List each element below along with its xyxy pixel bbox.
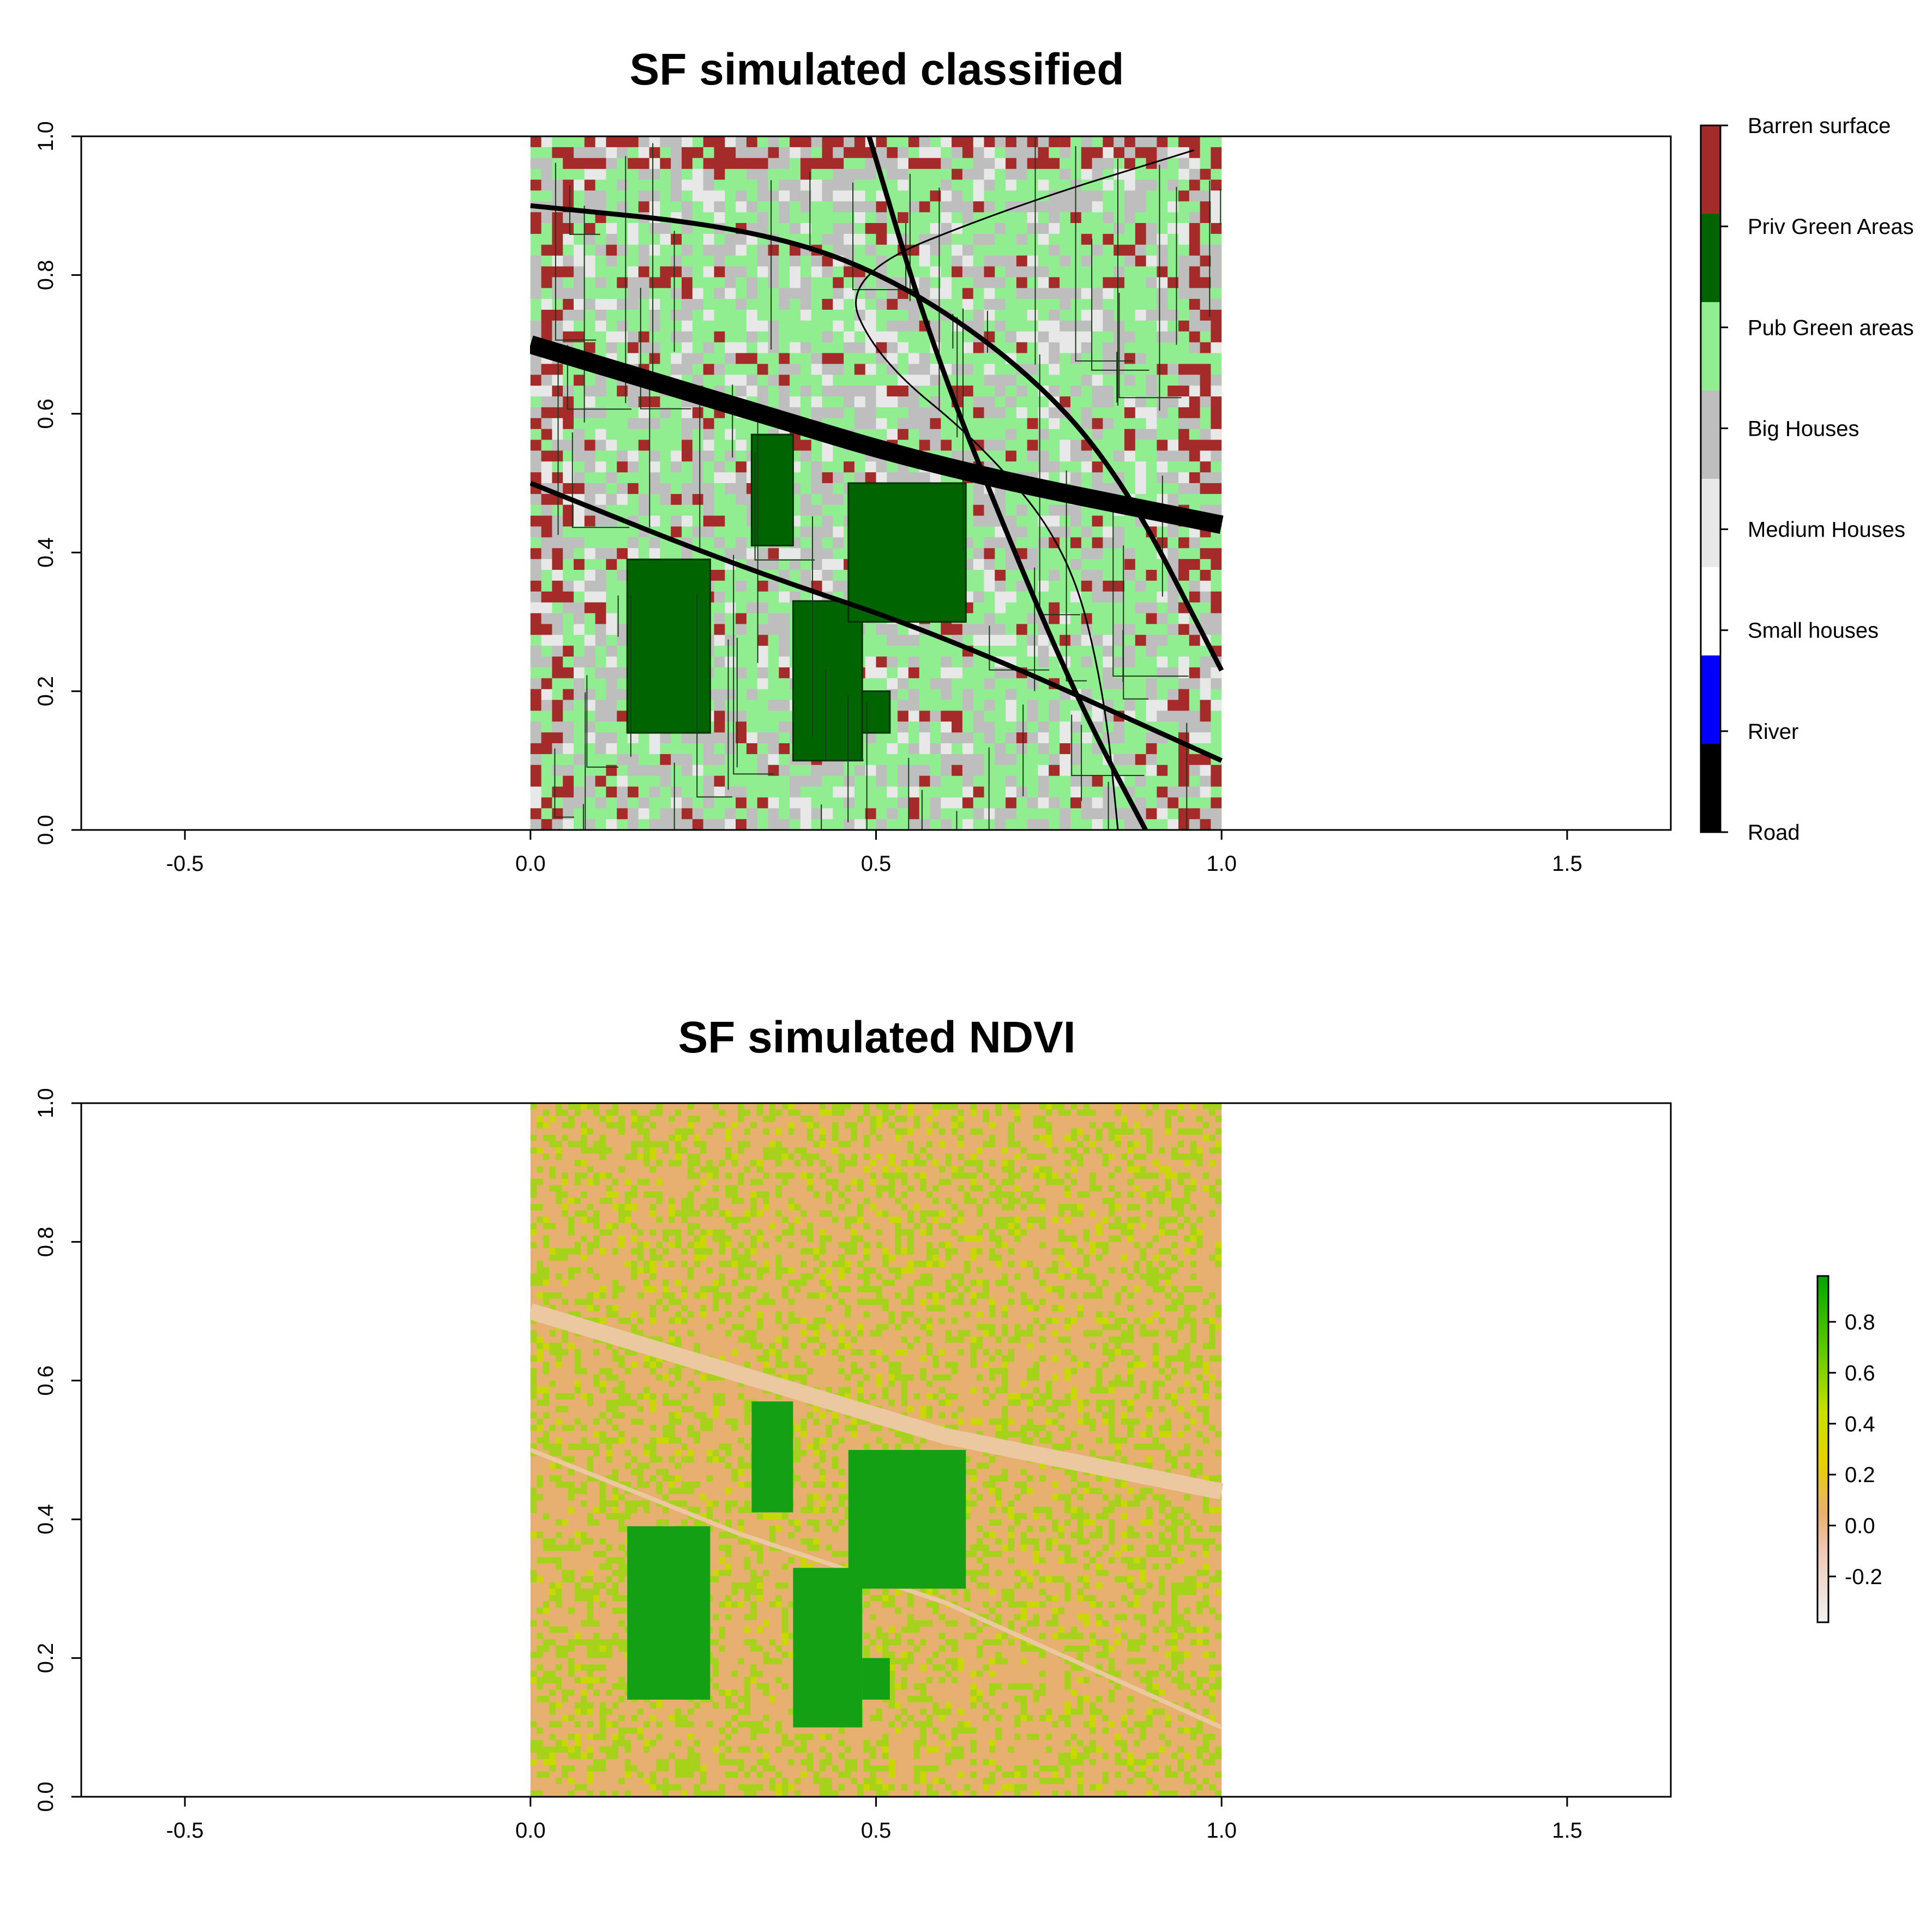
legend-frame bbox=[1700, 124, 1722, 833]
colorbar-tick-label: 0.8 bbox=[1845, 1310, 1875, 1334]
y-tick-label: 0.8 bbox=[34, 260, 58, 291]
ndvi-dense-vegetation-block bbox=[862, 1658, 890, 1700]
colorbar-tick-label: 0.4 bbox=[1845, 1412, 1875, 1436]
y-tick-label: 0.0 bbox=[34, 815, 58, 845]
legend-swatch bbox=[1701, 214, 1720, 302]
ndvi-x-axis: -0.5 0.0 0.5 1.0 1.5 bbox=[166, 1797, 1582, 1843]
ndvi-sparse-cells bbox=[530, 1103, 1222, 1797]
x-tick-label: 0.5 bbox=[861, 852, 892, 876]
road-line bbox=[866, 136, 1148, 830]
ndvi-road-band bbox=[530, 1303, 1224, 1500]
y-tick-label: 0.4 bbox=[34, 537, 58, 568]
legend-label: Road bbox=[1748, 821, 1800, 845]
classified-road-lines bbox=[530, 136, 1224, 830]
x-tick-label: 0.5 bbox=[861, 1819, 892, 1843]
legend-swatch bbox=[1701, 390, 1720, 479]
x-tick-label: 1.0 bbox=[1206, 1819, 1237, 1843]
private-green-block bbox=[750, 434, 794, 546]
y-tick-label: 0.2 bbox=[34, 676, 58, 707]
ndvi-panel: SF simulated NDVI -0.5 0.0 0.5 1.0 1.5 0.00.… bbox=[34, 1013, 1882, 1843]
classified-y-axis: 0.0 0.2 0.4 0.6 0.8 1.0 bbox=[34, 121, 81, 845]
road-line bbox=[855, 149, 1194, 830]
legend-swatch bbox=[1701, 567, 1720, 655]
y-tick-label: 1.0 bbox=[34, 1088, 58, 1118]
x-tick-label: -0.5 bbox=[166, 1819, 204, 1843]
ndvi-title: SF simulated NDVI bbox=[678, 1013, 1075, 1062]
classified-title: SF simulated classified bbox=[630, 45, 1124, 94]
colorbar-gradient bbox=[1816, 1275, 1829, 1623]
ndvi-dense-vegetation-block bbox=[627, 1526, 711, 1700]
y-tick-label: 0.2 bbox=[34, 1643, 58, 1674]
ndvi-dense-vegetation-block bbox=[848, 1450, 966, 1589]
private-green-block bbox=[792, 600, 863, 762]
ndvi-raster bbox=[530, 1103, 1224, 1797]
ndvi-y-axis: 0.0 0.2 0.4 0.6 0.8 1.0 bbox=[34, 1088, 81, 1812]
y-tick-label: 0.4 bbox=[34, 1504, 58, 1534]
legend-label: Priv Green Areas bbox=[1748, 215, 1914, 239]
y-tick-label: 0.0 bbox=[34, 1781, 58, 1812]
classified-raster bbox=[530, 136, 1222, 830]
legend-swatch bbox=[1701, 744, 1720, 832]
road-line bbox=[530, 335, 1224, 534]
private-green-block bbox=[847, 482, 967, 623]
legend-label: Pub Green areas bbox=[1748, 316, 1914, 340]
y-tick-label: 0.8 bbox=[34, 1227, 58, 1257]
x-tick-label: -0.5 bbox=[166, 852, 204, 876]
road-line bbox=[530, 203, 1224, 672]
legend-label: Big Houses bbox=[1748, 417, 1859, 441]
legend-swatch bbox=[1701, 479, 1720, 567]
colorbar-tick-label: 0.0 bbox=[1845, 1514, 1875, 1538]
legend-swatch bbox=[1701, 302, 1720, 390]
y-tick-label: 0.6 bbox=[34, 399, 58, 429]
x-tick-label: 0.0 bbox=[515, 1819, 546, 1843]
ndvi-dense-vegetation-block bbox=[793, 1568, 863, 1728]
classified-x-axis: -0.5 0.0 0.5 1.0 1.5 bbox=[166, 830, 1582, 876]
ndvi-dense-vegetation-block bbox=[751, 1401, 793, 1513]
colorbar-tick-label: 0.2 bbox=[1845, 1463, 1875, 1487]
colorbar-tick-label: -0.2 bbox=[1845, 1565, 1882, 1589]
x-tick-label: 1.5 bbox=[1552, 1819, 1582, 1843]
road-line bbox=[530, 480, 1223, 763]
legend-swatch bbox=[1701, 125, 1720, 214]
legend-label: River bbox=[1748, 720, 1798, 744]
y-tick-label: 1.0 bbox=[34, 121, 58, 152]
legend-label: Medium Houses bbox=[1748, 518, 1905, 542]
y-tick-label: 0.6 bbox=[34, 1365, 58, 1396]
legend-label: Small houses bbox=[1748, 619, 1879, 643]
classified-panel: SF simulated classified -0.5 0.0 0.5 1.0 1.5… bbox=[34, 45, 1914, 876]
x-tick-label: 0.0 bbox=[515, 852, 546, 876]
ndvi-colorbar: -0.2 0.0 0.2 0.4 0.6 0.8 bbox=[1816, 1275, 1882, 1623]
private-green-block bbox=[626, 558, 711, 734]
classified-legend: Road River Small houses Medium Houses Big Ho… bbox=[1700, 114, 1914, 845]
x-tick-label: 1.0 bbox=[1206, 852, 1237, 876]
legend-label: Barren surface bbox=[1748, 114, 1891, 138]
colorbar-tick-label: 0.6 bbox=[1845, 1361, 1875, 1385]
x-tick-label: 1.5 bbox=[1552, 852, 1582, 876]
legend-swatch bbox=[1701, 655, 1720, 744]
